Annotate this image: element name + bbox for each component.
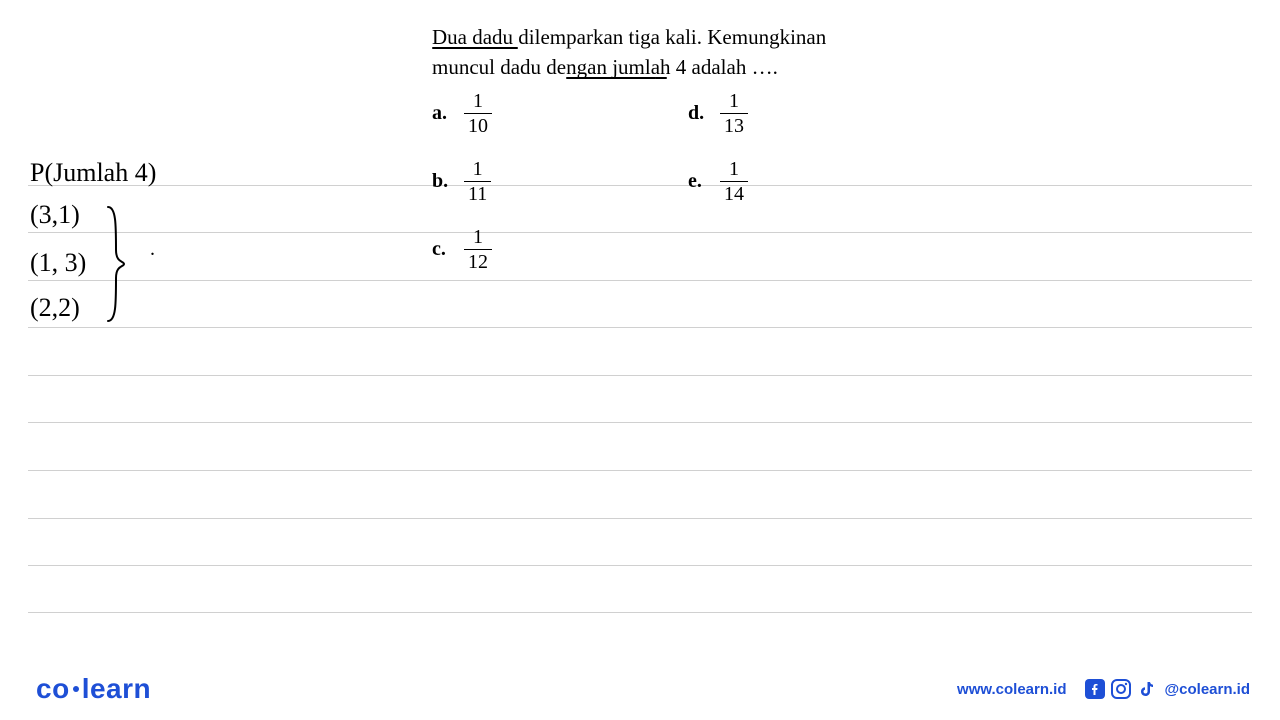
fraction-denominator: 13	[720, 113, 748, 136]
paper-line	[28, 185, 1252, 186]
fraction-numerator: 1	[725, 159, 743, 181]
options-left-column: a. 1 10 b. 1 11 c. 1 12	[432, 88, 492, 292]
logo-text-right: learn	[82, 673, 151, 704]
paper-line	[28, 470, 1252, 471]
handwriting-item: (3,1)	[30, 200, 80, 230]
fraction: 1 12	[464, 227, 492, 272]
handwriting-item: (2,2)	[30, 293, 80, 323]
paper-line	[28, 518, 1252, 519]
brand-logo: colearn	[36, 673, 151, 705]
option-c: c. 1 12	[432, 224, 492, 274]
option-label: a.	[432, 102, 464, 125]
option-label: e.	[688, 170, 720, 193]
instagram-icon	[1111, 679, 1131, 699]
options-right-column: d. 1 13 e. 1 14	[688, 88, 748, 224]
option-d: d. 1 13	[688, 88, 748, 138]
option-label: d.	[688, 102, 720, 125]
option-label: c.	[432, 238, 464, 261]
tiktok-icon	[1137, 679, 1157, 699]
fraction: 1 14	[720, 159, 748, 204]
paper-line	[28, 232, 1252, 233]
fraction-denominator: 10	[464, 113, 492, 136]
emphasis-underline	[566, 77, 656, 79]
question-text: Dua dadu dilemparkan tiga kali. Kemungki…	[432, 22, 872, 83]
paper-line	[28, 327, 1252, 328]
fraction: 1 10	[464, 91, 492, 136]
option-b: b. 1 11	[432, 156, 492, 206]
paper-line	[28, 422, 1252, 423]
paper-line	[28, 565, 1252, 566]
handwriting-item: (1, 3)	[30, 248, 86, 278]
lined-paper-background	[0, 0, 1280, 660]
fraction: 1 11	[464, 159, 491, 204]
paper-line	[28, 612, 1252, 613]
fraction-numerator: 1	[469, 91, 487, 113]
paper-line	[28, 280, 1252, 281]
footer-right-group: www.colearn.id @colearn.id	[957, 679, 1250, 699]
fraction-numerator: 1	[725, 91, 743, 113]
handwriting-brace	[102, 205, 130, 323]
fraction-denominator: 14	[720, 181, 748, 204]
fraction: 1 13	[720, 91, 748, 136]
fraction-numerator: 1	[469, 159, 487, 181]
social-icons-group: @colearn.id	[1085, 679, 1250, 699]
logo-dot-icon	[73, 686, 79, 692]
emphasis-underline	[432, 47, 518, 49]
footer-bar: colearn www.colearn.id @colearn.id	[0, 658, 1280, 720]
facebook-icon	[1085, 679, 1105, 699]
option-label: b.	[432, 170, 464, 193]
paper-line	[28, 375, 1252, 376]
social-handle: @colearn.id	[1165, 681, 1250, 698]
fraction-denominator: 11	[464, 181, 491, 204]
option-a: a. 1 10	[432, 88, 492, 138]
handwriting-dot: .	[150, 238, 155, 261]
option-e: e. 1 14	[688, 156, 748, 206]
emphasis-underline	[655, 77, 667, 79]
handwriting-title: P(Jumlah 4)	[30, 158, 156, 188]
fraction-numerator: 1	[469, 227, 487, 249]
logo-text-left: co	[36, 673, 70, 704]
website-url: www.colearn.id	[957, 681, 1066, 698]
fraction-denominator: 12	[464, 249, 492, 272]
